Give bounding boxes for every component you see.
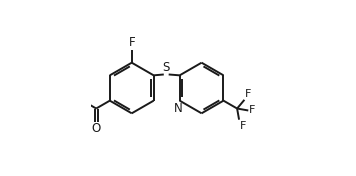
Text: N: N xyxy=(174,102,183,115)
Text: O: O xyxy=(91,122,101,136)
Text: F: F xyxy=(240,121,246,131)
Text: F: F xyxy=(245,89,251,99)
Text: F: F xyxy=(129,36,135,49)
Text: F: F xyxy=(249,105,255,115)
Text: S: S xyxy=(163,61,170,74)
